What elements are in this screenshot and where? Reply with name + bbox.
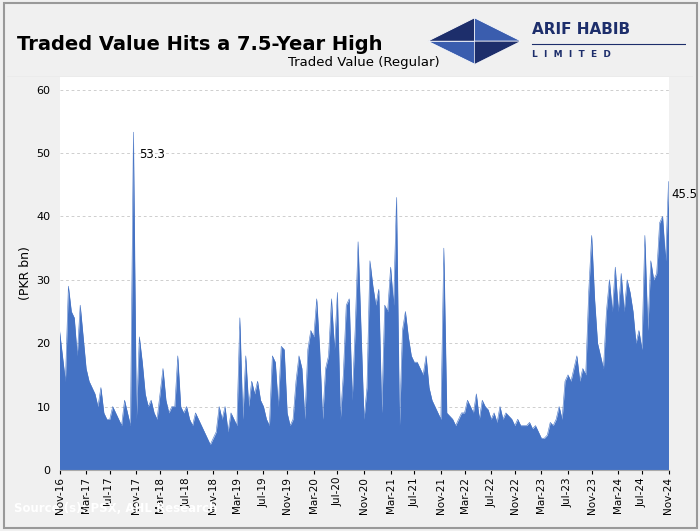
Text: ARIF HABIB: ARIF HABIB <box>532 22 630 37</box>
Text: Traded Value Hits a 7.5-Year High: Traded Value Hits a 7.5-Year High <box>18 35 383 54</box>
Polygon shape <box>428 18 475 41</box>
Y-axis label: (PKR bn): (PKR bn) <box>19 246 32 301</box>
Polygon shape <box>475 18 521 41</box>
Polygon shape <box>475 41 521 64</box>
Text: Traded Value (Regular): Traded Value (Regular) <box>288 56 440 69</box>
Text: Source (s): PSX, AHL Research: Source (s): PSX, AHL Research <box>14 502 217 515</box>
Text: 53.3: 53.3 <box>139 148 165 161</box>
Polygon shape <box>428 41 475 64</box>
Text: L  I  M  I  T  E  D: L I M I T E D <box>532 50 610 59</box>
Text: 45.5: 45.5 <box>671 188 697 201</box>
